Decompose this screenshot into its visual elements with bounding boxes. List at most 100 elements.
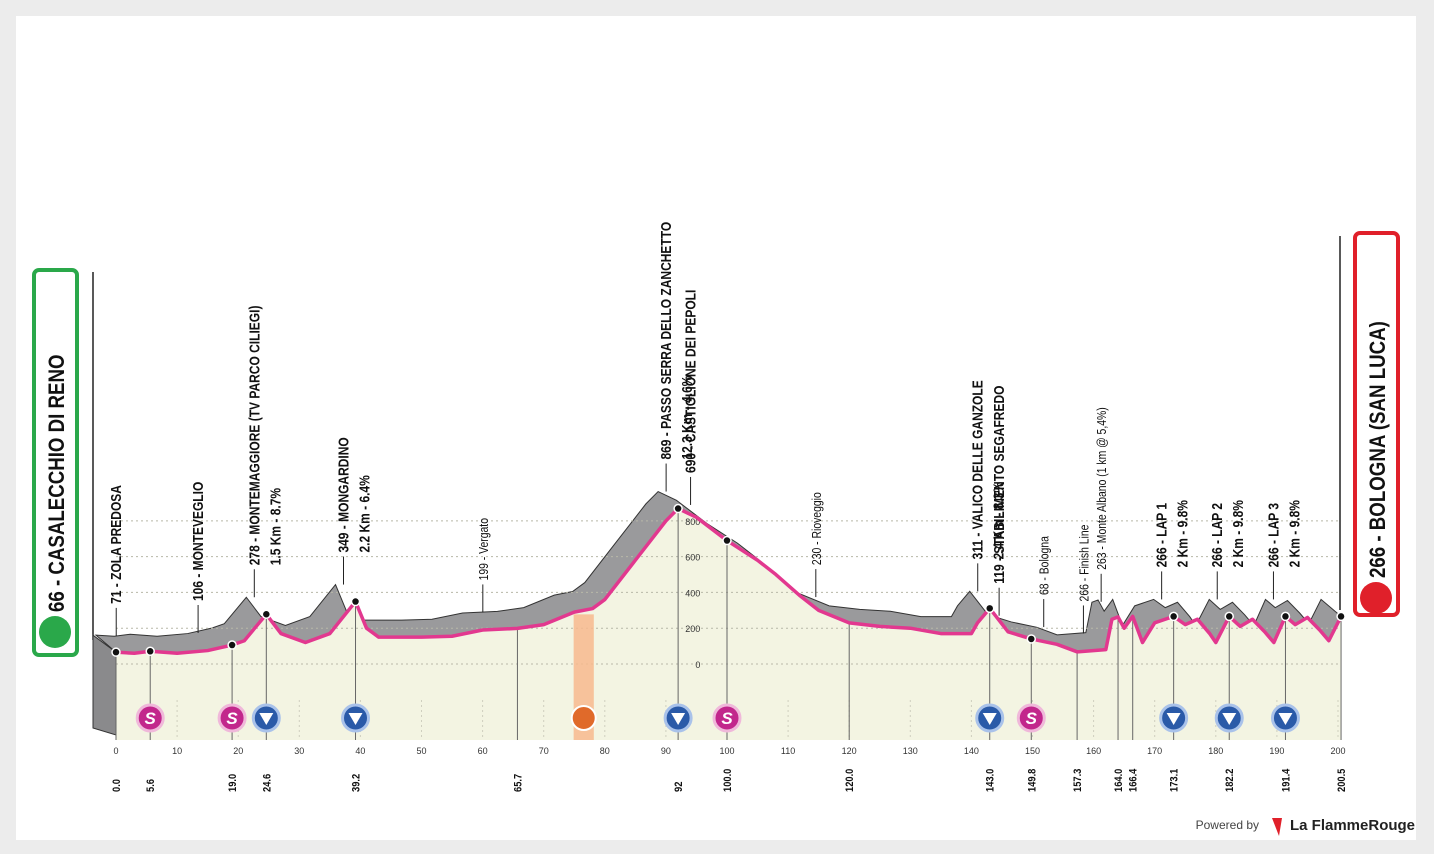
powered-by: Powered by [1196,818,1259,832]
x-tick-label: 200 [1330,746,1345,756]
x-tick-label: 180 [1208,746,1223,756]
km-marker-label: 191.4 [1281,768,1293,792]
x-tick-label: 150 [1025,746,1040,756]
km-marker-label: 164.0 [1113,768,1125,792]
point-dot [673,503,683,514]
kom-triangle [671,713,686,725]
x-tick-label: 130 [903,746,918,756]
annotation-label: 2.4 Km - 8.3% [990,482,1007,559]
sprint-letter: S [145,709,157,728]
annotation-label: 68 - Bologna [1038,536,1052,595]
finish-icon [1360,582,1392,614]
annotation-label: 106 - MONTEVEGLIO [190,482,207,601]
point-dot [1280,611,1291,622]
sprint-icon [135,703,165,733]
kom-triangle [1166,713,1181,725]
km-marker-label: 5.6 [146,779,158,792]
x-tick-label: 140 [964,746,979,756]
point-dot [145,646,155,657]
annotation-label: 1.5 Km - 8.7% [267,488,284,565]
x-tick-label: 120 [842,746,857,756]
sprint-letter: S [226,709,238,728]
km-marker-label: 157.3 [1072,768,1084,792]
x-tick-label: 80 [600,746,610,756]
x-tick-label: 190 [1269,746,1284,756]
sprint-icon [712,703,742,733]
annotation-label: 349 - MONGARDINO [335,437,352,552]
plot: 0 200 400 600 800 0 10 20 30 40 50 60 70 80 90 100 110 12… [92,222,1348,792]
point-dot [984,603,995,614]
annotation-label: 266 - LAP 1 [1153,503,1170,568]
annotation-label: 199 - Vergato [477,518,491,581]
point-dot [227,640,237,650]
annotation-label: 2 Km - 9.8% [1286,500,1303,567]
annotation-label: 266 - LAP 3 [1265,503,1282,568]
feed-icon [570,705,597,731]
x-tick-label: 20 [233,746,243,756]
km-marker-label: 120.0 [845,768,857,792]
annotation-label: 869 - PASSO SERRA DELLO ZANCHETTO [658,222,675,460]
brand-logo [1272,818,1282,836]
y-tick-label: 600 [685,553,700,563]
annotation-label: 119 - STABILIMENTO SEGAFREDO [991,386,1008,584]
x-tick-label: 160 [1086,746,1101,756]
annotation-label: 311 - VALICO DELLE GANZOLE [969,380,986,559]
point-dot [1168,611,1179,622]
kom-triangle [1278,713,1293,725]
x-tick-label: 90 [661,746,671,756]
km-marker-label: 39.2 [351,774,363,792]
y-tick-label: 800 [685,517,700,527]
kom-triangle [1222,713,1237,725]
km-marker-label: 200.5 [1336,768,1348,792]
start-box [32,268,79,657]
km-marker-label: 182.2 [1225,768,1237,792]
x-tick-label: 110 [781,746,795,756]
y-tick-label: 400 [685,588,700,598]
point-dot [722,535,732,546]
finish-box [1353,231,1400,617]
annotation-label: 12.3 Km - 4.6% [679,376,696,460]
finish-label: 266 - BOLOGNA (SAN LUCA) [1367,321,1391,578]
x-tick-label: 30 [294,746,304,756]
x-tick-label: 60 [478,746,488,756]
km-marker-label: 173.1 [1169,768,1181,792]
km-marker-label: 24.6 [262,774,274,792]
sprint-letter: S [721,709,733,728]
km-marker-label: 149.8 [1027,768,1039,792]
km-marker-label: 19.0 [227,774,239,792]
point-dot [1336,611,1346,622]
point-dot [350,596,361,607]
km-marker-label: 166.4 [1128,768,1140,792]
y-tick-label: 0 [695,660,700,670]
x-tick-label: 50 [416,746,426,756]
point-dot [111,647,121,657]
x-tick-label: 100 [719,746,734,756]
km-marker-label: 100.0 [722,768,734,792]
y-tick-label: 200 [685,624,700,634]
start-label: 66 - CASALECCHIO DI RENO [46,354,70,612]
start-icon [39,616,71,648]
annotation-label: 2 Km - 9.8% [1230,500,1247,567]
km-marker-label: 92 [673,781,685,792]
annotation-label: 2 Km - 9.8% [1174,500,1191,567]
point-dot [1224,611,1234,622]
annotation-label: 263 - Monte Albano (1 km @ 5,4%) [1095,407,1109,570]
kom-triangle [259,713,274,725]
sprint-icon [217,703,247,733]
x-tick-label: 70 [539,746,549,756]
annotation-label: 230 - Rioveggio [810,492,824,565]
annotation-label: 2.2 Km - 6.4% [356,475,373,552]
sprint-letter: S [1026,709,1038,728]
point-dot [1026,634,1037,644]
km-marker-label: 143.0 [985,768,997,792]
annotation-label: 266 - Finish Line [1077,524,1091,601]
x-tick-label: 10 [172,746,182,756]
brand: La FlammeRouge [1290,817,1415,834]
profile-line [115,506,1343,655]
x-tick-label: 170 [1147,746,1162,756]
annotation-label: 278 - MONTEMAGGIORE (TV PARCO CILIEGI) [246,306,263,566]
profile-fill [116,508,1342,740]
kom-triangle [982,713,997,725]
sprint-icon [1016,703,1046,733]
